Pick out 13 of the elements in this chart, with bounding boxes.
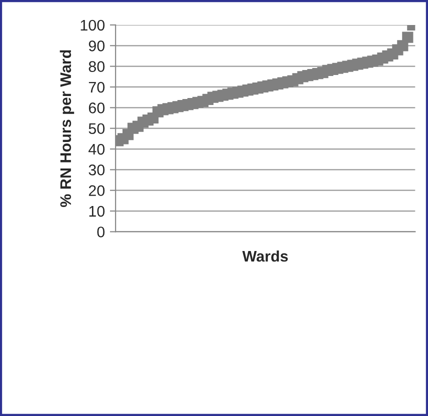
y-tick-label: 0 — [97, 226, 105, 238]
y-tick-label: 60 — [88, 102, 105, 114]
y-tick-label: 80 — [88, 61, 105, 72]
y-tick-label: 20 — [88, 185, 105, 196]
y-axis-title: % RN Hours per Ward — [60, 50, 74, 208]
y-tick-label: 30 — [88, 164, 105, 176]
y-tick-label: 40 — [88, 144, 105, 155]
x-axis-title: Wards — [242, 250, 288, 262]
y-tick-label: 10 — [89, 206, 105, 217]
y-tick-label: 50 — [88, 123, 105, 134]
y-tick-label: 100 — [80, 20, 105, 31]
y-tick-label: 70 — [88, 82, 105, 93]
y-tick-label: 90 — [88, 40, 105, 52]
